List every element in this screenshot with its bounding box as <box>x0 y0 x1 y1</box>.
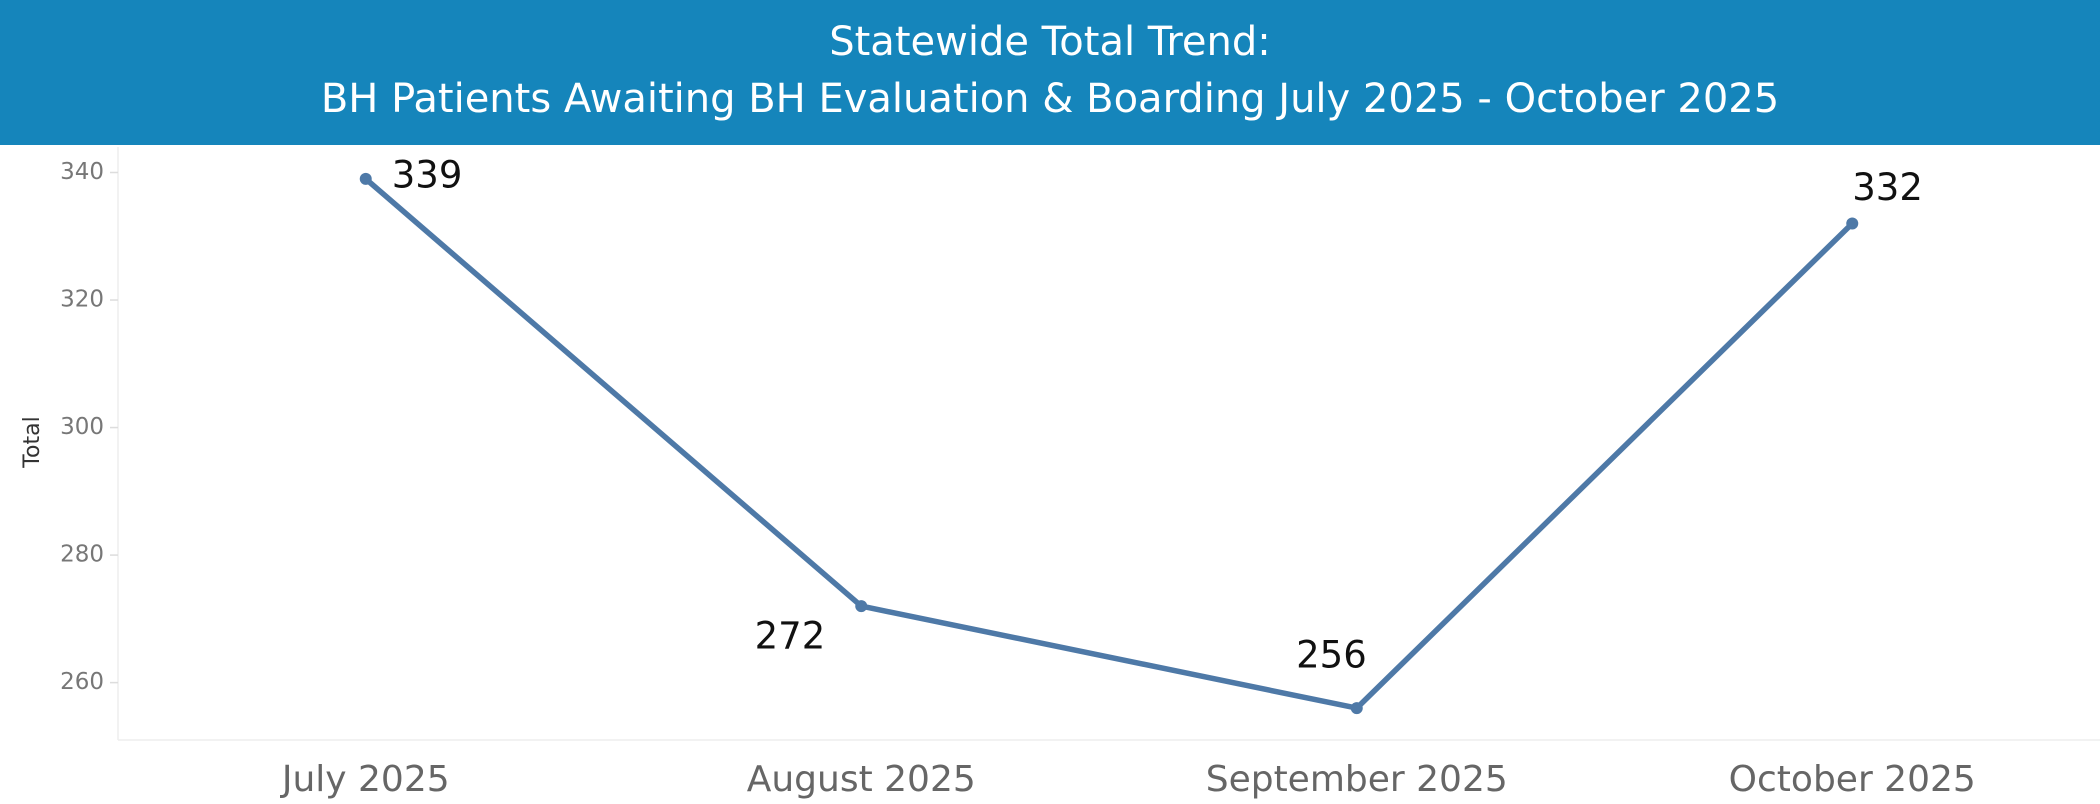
y-tick-label: 260 <box>60 669 104 695</box>
y-tick-label: 300 <box>60 414 104 440</box>
header-band <box>0 0 2100 145</box>
line <box>363 176 1855 711</box>
x-tick-label: October 2025 <box>1729 759 1976 800</box>
x-tick-label: August 2025 <box>747 759 976 800</box>
data-label: 332 <box>1852 166 1923 209</box>
data-label: 256 <box>1296 634 1367 677</box>
y-tick-label: 340 <box>60 159 104 185</box>
data-label: 272 <box>755 615 826 658</box>
chart-title: Statewide Total Trend: <box>829 19 1271 65</box>
chart-subtitle: BH Patients Awaiting BH Evaluation & Boa… <box>321 76 1779 122</box>
data-label: 339 <box>392 153 463 196</box>
x-tick-label: July 2025 <box>280 759 450 800</box>
y-tick-label: 280 <box>60 542 104 568</box>
point <box>855 600 868 613</box>
y-axis-label: Total <box>20 416 45 468</box>
x-tick-label: September 2025 <box>1206 759 1508 800</box>
point <box>1846 217 1859 230</box>
point <box>1350 702 1363 715</box>
point <box>359 172 372 185</box>
y-tick-label: 320 <box>60 287 104 313</box>
